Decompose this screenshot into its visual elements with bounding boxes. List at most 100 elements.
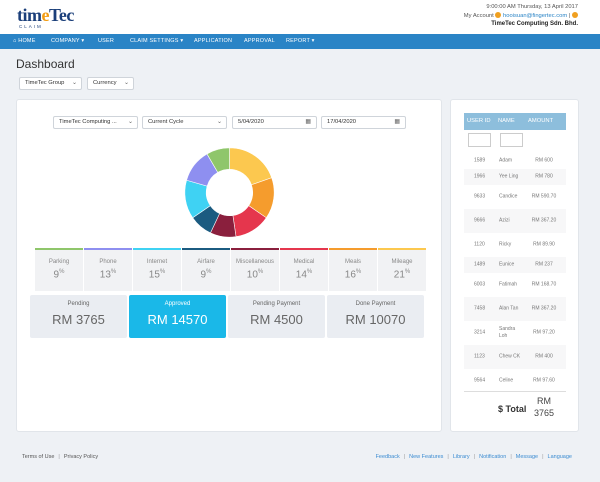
table-row[interactable]: 1489 Eunice RM 237 bbox=[464, 257, 566, 273]
chevron-down-icon: ⌄ bbox=[216, 119, 222, 125]
cell-user-id: 1120 bbox=[474, 241, 485, 248]
calendar-icon[interactable]: ▦ bbox=[394, 119, 400, 125]
nav-approval[interactable]: APPROVAL bbox=[244, 38, 275, 44]
nav-home[interactable]: ⌂ HOME bbox=[13, 38, 36, 44]
col-user-id[interactable]: USER ID bbox=[467, 118, 491, 124]
category-card-internet[interactable]: Internet 15% bbox=[133, 248, 181, 291]
category-card-miscellaneous[interactable]: Miscellaneous 10% bbox=[231, 248, 279, 291]
cell-amount: RM 590.70 bbox=[531, 193, 557, 200]
col-amount[interactable]: AMOUNT bbox=[528, 118, 554, 124]
status-card-done-payment[interactable]: Done Payment RM 10070 bbox=[327, 295, 424, 338]
cell-user-id: 9633 bbox=[474, 193, 486, 200]
table-row[interactable]: 9666 Azizi RM 367.20 bbox=[464, 209, 566, 233]
footer-link-library[interactable]: Library bbox=[452, 454, 470, 460]
table-row[interactable]: 9564 Celine RM 97.60 bbox=[464, 369, 566, 393]
status-amount: RM 3765 bbox=[52, 312, 105, 327]
terms-link[interactable]: Terms of Use bbox=[22, 454, 55, 460]
footer-link-language[interactable]: Language bbox=[547, 454, 572, 460]
table-row[interactable]: 9633 Candice RM 590.70 bbox=[464, 185, 566, 209]
total-label: $ Total bbox=[498, 404, 527, 414]
category-name: Mileage bbox=[391, 259, 413, 265]
table-row[interactable]: 1589 Adam RM 600 bbox=[464, 153, 566, 169]
category-card-phone[interactable]: Phone 13% bbox=[84, 248, 132, 291]
calendar-icon[interactable]: ▦ bbox=[305, 119, 311, 125]
category-card-meals[interactable]: Meals 16% bbox=[329, 248, 377, 291]
claims-table-panel: USER ID NAME AMOUNT 1589 Adam RM 600 1966 Ye… bbox=[450, 99, 579, 432]
account-email-link[interactable]: hooisuan@fingertec.com bbox=[503, 12, 568, 19]
cell-amount: RM 780 bbox=[535, 173, 553, 180]
status-label: Approved bbox=[164, 301, 191, 307]
status-label: Pending Payment bbox=[252, 301, 301, 307]
status-card-pending-payment[interactable]: Pending Payment RM 4500 bbox=[228, 295, 325, 338]
company-filter-select[interactable]: TimeTec Computing ... ⌄ bbox=[53, 116, 138, 129]
status-card-pending[interactable]: Pending RM 3765 bbox=[30, 295, 127, 338]
timetec-logo[interactable]: timeTec CLAIM bbox=[17, 5, 74, 29]
table-row[interactable]: 3214 Sandra Loh RM 97.20 bbox=[464, 321, 566, 345]
donut-slice-parking[interactable] bbox=[206, 147, 230, 173]
total-divider bbox=[464, 391, 566, 392]
cell-user-id: 1966 bbox=[474, 173, 486, 180]
table-row[interactable]: 1120 Ricky RM 89.90 bbox=[464, 233, 566, 257]
total-value: RM 3765 bbox=[533, 396, 555, 418]
status-label: Pending bbox=[67, 301, 90, 307]
status-label: Done Payment bbox=[355, 301, 396, 307]
category-card-parking[interactable]: Parking 9% bbox=[35, 248, 83, 291]
name-filter-input[interactable] bbox=[500, 133, 523, 147]
col-name[interactable]: NAME bbox=[498, 118, 515, 124]
category-card-airfare[interactable]: Airfare 9% bbox=[182, 248, 230, 291]
nav-user[interactable]: USER bbox=[98, 38, 115, 44]
category-percent: 13% bbox=[99, 269, 117, 281]
status-amount: RM 4500 bbox=[250, 312, 303, 327]
cell-name: Ricky bbox=[499, 241, 512, 248]
nav-report[interactable]: REPORT ▾ bbox=[286, 38, 315, 44]
user-id-filter-input[interactable] bbox=[468, 133, 491, 147]
status-card-approved[interactable]: Approved RM 14570 bbox=[129, 295, 226, 338]
cell-amount: RM 367.20 bbox=[531, 305, 557, 312]
footer-link-message[interactable]: Message bbox=[515, 454, 539, 460]
table-row[interactable]: 1966 Yee Ling RM 780 bbox=[464, 169, 566, 185]
category-percent: 16% bbox=[344, 269, 362, 281]
settings-icon[interactable] bbox=[572, 11, 578, 18]
group-select[interactable]: TimeTec Group ⌄ bbox=[19, 77, 82, 90]
cell-name: Celine bbox=[499, 377, 514, 384]
chevron-down-icon: ⌄ bbox=[127, 119, 133, 125]
footer-link-feedback[interactable]: Feedback bbox=[375, 454, 400, 460]
table-row[interactable]: 7458 Alan Tan RM 367.20 bbox=[464, 297, 566, 321]
account-icon[interactable] bbox=[495, 11, 502, 18]
category-percent: 10% bbox=[246, 269, 264, 281]
table-row[interactable]: 6003 Fatimah RM 168.70 bbox=[464, 273, 566, 297]
category-name: Internet bbox=[146, 259, 168, 265]
category-percent: 9% bbox=[53, 269, 65, 281]
nav-claim-settings[interactable]: CLAIM SETTINGS ▾ bbox=[130, 38, 184, 44]
cell-amount: RM 89.90 bbox=[533, 241, 555, 248]
category-percent: 15% bbox=[148, 269, 166, 281]
main-nav: ⌂ HOME COMPANY ▾ USER CLAIM SETTINGS ▾ A… bbox=[0, 34, 600, 49]
nav-application[interactable]: APPLICATION bbox=[194, 38, 233, 44]
cell-amount: RM 400 bbox=[535, 353, 553, 360]
footer-link-new-features[interactable]: New Features bbox=[409, 454, 444, 460]
date-from-input[interactable]: 5/04/2020 ▦ bbox=[232, 116, 317, 129]
footer-link-notification[interactable]: Notification bbox=[479, 454, 507, 460]
category-name: Parking bbox=[48, 259, 70, 265]
category-card-medical[interactable]: Medical 14% bbox=[280, 248, 328, 291]
page-title: Dashboard bbox=[16, 57, 75, 71]
cell-name: Sandra Loh bbox=[499, 326, 516, 339]
currency-select[interactable]: Currency ⌄ bbox=[87, 77, 134, 90]
cell-user-id: 7458 bbox=[474, 305, 486, 312]
cycle-select[interactable]: Current Cycle ⌄ bbox=[142, 116, 227, 129]
status-amount: RM 10070 bbox=[345, 312, 406, 327]
datetime-text: 9:00:00 AM Thursday, 13 April 2017 bbox=[486, 4, 578, 10]
date-to-input[interactable]: 17/04/2020 ▦ bbox=[321, 116, 406, 129]
category-card-mileage[interactable]: Mileage 21% bbox=[378, 248, 426, 291]
cell-name: Eunice bbox=[499, 261, 515, 268]
category-percent: 14% bbox=[295, 269, 313, 281]
privacy-link[interactable]: Privacy Policy bbox=[63, 454, 99, 460]
nav-company[interactable]: COMPANY ▾ bbox=[51, 38, 85, 44]
cell-user-id: 9666 bbox=[474, 217, 486, 224]
donut-slice-mileage[interactable] bbox=[229, 147, 272, 186]
table-row[interactable]: 1123 Chew CK RM 400 bbox=[464, 345, 566, 369]
category-name: Meals bbox=[344, 259, 361, 265]
chevron-down-icon: ⌄ bbox=[123, 80, 129, 86]
cell-amount: RM 97.20 bbox=[533, 329, 555, 336]
table-header: USER ID NAME AMOUNT bbox=[464, 113, 566, 130]
